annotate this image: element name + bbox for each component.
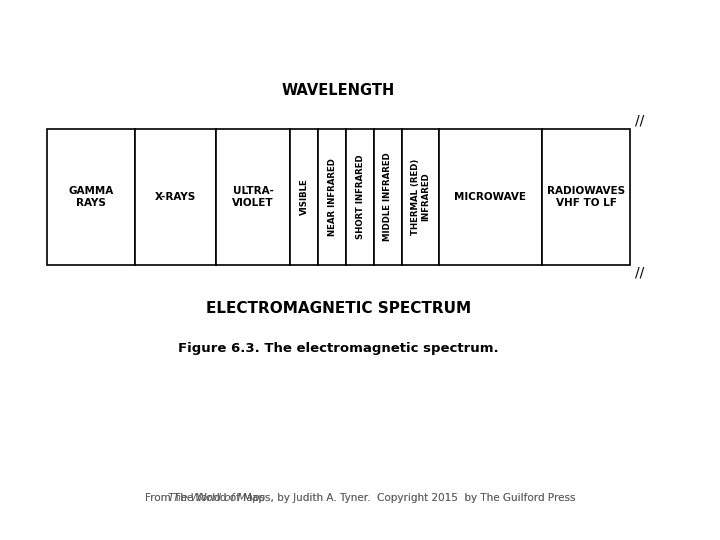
Text: ELECTROMAGNETIC SPECTRUM: ELECTROMAGNETIC SPECTRUM <box>206 301 471 316</box>
Text: MIDDLE INFRARED: MIDDLE INFRARED <box>384 152 392 241</box>
Bar <box>374 129 402 265</box>
Text: WAVELENGTH: WAVELENGTH <box>282 83 395 98</box>
Text: SHORT INFRARED: SHORT INFRARED <box>356 154 364 239</box>
Text: //: // <box>635 266 644 280</box>
Text: From The World of Maps, by Judith A. Tyner.  Copyright 2015  by The Guilford Pre: From The World of Maps, by Judith A. Tyn… <box>145 494 575 503</box>
Text: //: // <box>635 114 644 128</box>
Text: From The World of Maps, by Judith A. Tyner.  Copyright 2015  by The Guilford Pre: From The World of Maps, by Judith A. Tyn… <box>145 494 575 503</box>
Text: ULTRA-
VIOLET: ULTRA- VIOLET <box>233 186 274 207</box>
Text: RADIOWAVES
VHF TO LF: RADIOWAVES VHF TO LF <box>547 186 625 207</box>
Bar <box>402 129 438 265</box>
Bar <box>542 129 630 265</box>
Text: Figure 6.3. The electromagnetic spectrum.: Figure 6.3. The electromagnetic spectrum… <box>179 342 499 355</box>
Text: NEAR INFRARED: NEAR INFRARED <box>328 158 336 236</box>
Bar <box>47 129 135 265</box>
Text: X-RAYS: X-RAYS <box>156 192 197 202</box>
Bar <box>318 129 346 265</box>
Text: The World of Maps: The World of Maps <box>168 494 265 503</box>
Text: MICROWAVE: MICROWAVE <box>454 192 526 202</box>
Bar <box>438 129 542 265</box>
Text: THERMAL (RED)
INFRARED: THERMAL (RED) INFRARED <box>410 159 430 235</box>
Bar <box>290 129 318 265</box>
Bar <box>217 129 290 265</box>
Text: VISIBLE: VISIBLE <box>300 178 309 215</box>
Text: From The World of Maps, by Judith A. Tyner.  Copyright 2015  by The Guilford Pre: From The World of Maps, by Judith A. Tyn… <box>145 494 575 503</box>
Bar <box>346 129 374 265</box>
Text: GAMMA
RAYS: GAMMA RAYS <box>68 186 114 207</box>
Bar <box>135 129 217 265</box>
